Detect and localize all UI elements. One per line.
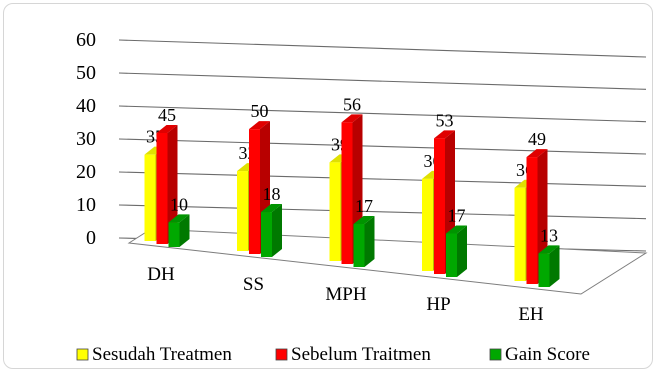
x-tick-label: DH bbox=[147, 264, 175, 285]
data-label: 56 bbox=[343, 94, 361, 114]
gridline bbox=[118, 138, 647, 155]
gridline bbox=[118, 171, 647, 187]
legend-label: Gain Score bbox=[505, 344, 590, 365]
bar bbox=[168, 214, 190, 247]
bar-front bbox=[249, 129, 260, 254]
bar-top bbox=[341, 114, 363, 123]
gridlines bbox=[118, 39, 648, 295]
bar-side bbox=[179, 214, 190, 247]
data-label: 13 bbox=[540, 225, 558, 245]
data-label: 18 bbox=[263, 184, 281, 204]
chart-frame: 0 10 20 30 40 50 60 35 45 10 32 50 18 39 56 17 36 53 17 36… bbox=[3, 3, 653, 369]
x-tick-label: MPH bbox=[325, 284, 366, 305]
bar bbox=[353, 216, 375, 267]
bar-top bbox=[168, 214, 190, 223]
gridline bbox=[118, 204, 647, 220]
data-label: 17 bbox=[355, 196, 373, 216]
x-axis: DH SS MPH HP EH bbox=[147, 264, 544, 325]
x-tick-label: SS bbox=[243, 274, 264, 295]
bar-top bbox=[249, 121, 270, 130]
y-tick-label: 60 bbox=[76, 29, 96, 51]
data-label: 53 bbox=[436, 110, 454, 130]
bar-top bbox=[353, 216, 375, 225]
bar bbox=[156, 125, 178, 244]
x-tick-label: EH bbox=[518, 304, 544, 325]
bar bbox=[446, 225, 467, 277]
legend: Sesudah Treatmen Sebelum Traitmen Gain Sco… bbox=[76, 344, 590, 365]
bar-side bbox=[549, 245, 560, 287]
bar bbox=[538, 245, 560, 287]
bar-top bbox=[538, 245, 560, 254]
bar-front bbox=[446, 233, 457, 277]
bar-front bbox=[422, 178, 433, 271]
bar-front bbox=[514, 187, 526, 281]
gridline bbox=[118, 105, 647, 123]
bar-front bbox=[341, 122, 353, 264]
bar-side bbox=[457, 225, 467, 277]
bar-front bbox=[538, 253, 550, 287]
legend-swatch bbox=[489, 348, 502, 361]
gridline bbox=[118, 72, 647, 90]
y-tick-label: 10 bbox=[76, 194, 96, 216]
legend-label: Sebelum Traitmen bbox=[291, 344, 431, 365]
bar-top bbox=[434, 130, 455, 139]
y-axis: 0 10 20 30 40 50 60 bbox=[76, 29, 96, 249]
y-tick-label: 20 bbox=[76, 161, 96, 183]
y-tick-label: 0 bbox=[86, 227, 96, 249]
bar-front bbox=[261, 212, 272, 257]
data-label: 50 bbox=[251, 101, 269, 121]
x-tick-label: HP bbox=[426, 294, 450, 315]
y-tick-label: 50 bbox=[76, 62, 96, 84]
bar-side bbox=[167, 125, 178, 244]
legend-label: Sesudah Treatmen bbox=[92, 344, 232, 365]
data-label: 45 bbox=[158, 105, 176, 125]
bar-top bbox=[446, 225, 467, 234]
legend-swatch bbox=[275, 348, 288, 361]
bar-top bbox=[526, 149, 548, 158]
bar-front bbox=[156, 133, 168, 244]
bar-side bbox=[272, 204, 282, 257]
bar-top bbox=[261, 204, 282, 213]
floor bbox=[127, 228, 648, 295]
y-tick-label: 40 bbox=[76, 95, 96, 117]
data-label: 17 bbox=[448, 205, 466, 225]
bar-front bbox=[353, 224, 365, 267]
bar-front bbox=[329, 162, 341, 261]
y-tick-label: 30 bbox=[76, 128, 96, 150]
bar-top bbox=[156, 125, 178, 133]
legend-swatch bbox=[76, 348, 89, 361]
bar-front bbox=[526, 157, 538, 284]
bar-side bbox=[364, 216, 375, 267]
bar-front bbox=[144, 154, 156, 241]
bar-front bbox=[237, 171, 248, 251]
gridline bbox=[118, 39, 647, 58]
data-label: 49 bbox=[528, 129, 546, 149]
bar-front bbox=[168, 222, 180, 247]
data-label: 10 bbox=[170, 194, 188, 214]
bar bbox=[261, 204, 282, 257]
bar-front bbox=[434, 138, 445, 274]
